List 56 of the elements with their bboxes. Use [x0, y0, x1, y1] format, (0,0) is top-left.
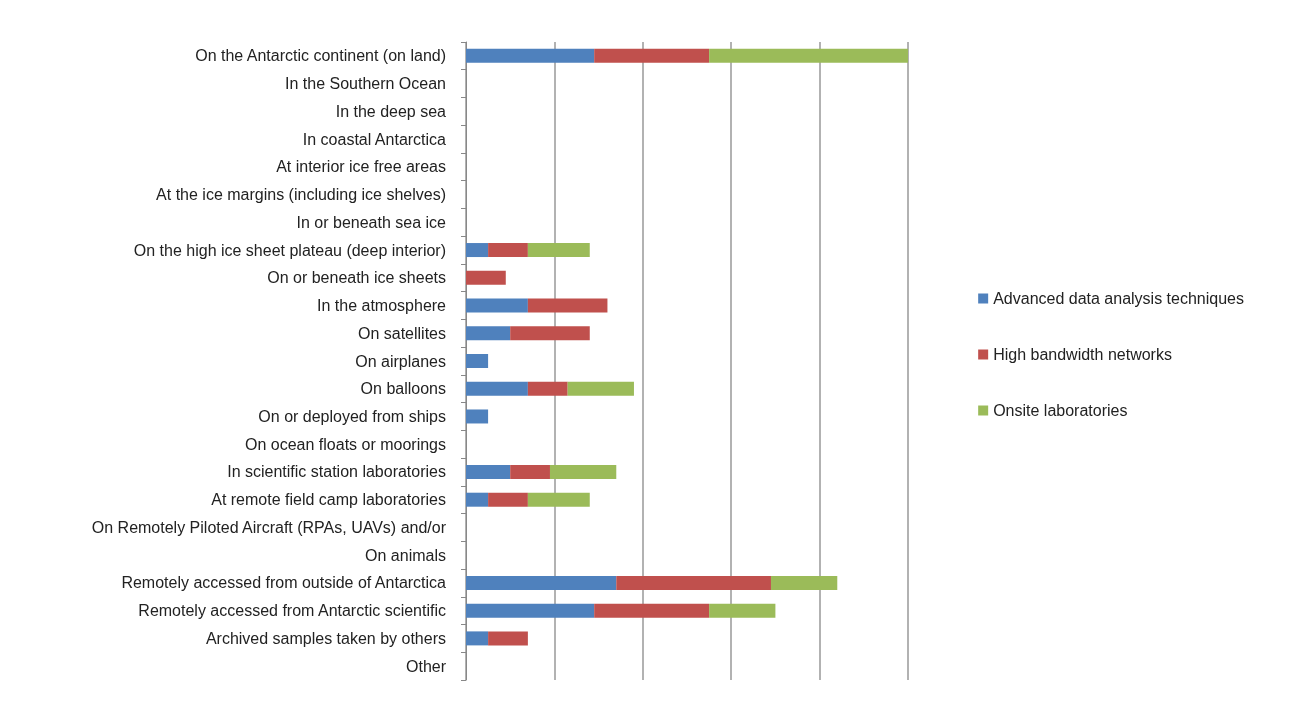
y-tick-label: On the Antarctic continent (on land)	[195, 47, 446, 65]
bar	[594, 603, 710, 618]
bar	[527, 492, 590, 507]
bar	[510, 326, 590, 341]
legend-label: Onsite laboratories	[993, 402, 1128, 419]
bar	[466, 298, 528, 313]
bar	[709, 48, 908, 63]
y-tick-label: In scientific station laboratories	[227, 463, 446, 481]
y-tick-label: In the Southern Ocean	[285, 75, 446, 93]
bar	[466, 326, 511, 341]
y-tick-label: On satellites	[357, 324, 446, 342]
y-tick-label: In coastal Antarctica	[302, 130, 447, 148]
bar	[466, 409, 489, 424]
y-tick-label: In the deep sea	[335, 102, 447, 120]
legend-label: Advanced data analysis techniques	[993, 290, 1245, 307]
y-tick-label: On animals	[365, 546, 446, 564]
y-tick-label: In the atmosphere	[317, 297, 447, 315]
y-tick-label: At remote field camp laboratories	[211, 491, 446, 509]
bar	[466, 243, 489, 258]
bar	[466, 354, 489, 368]
y-tick-label: At the ice margins (including ice shelves)	[156, 186, 446, 204]
bar	[466, 464, 511, 479]
bar	[709, 603, 776, 618]
y-tick-label: In or beneath sea ice	[296, 213, 447, 231]
bar	[466, 48, 595, 63]
bar	[466, 575, 617, 590]
bar	[567, 381, 634, 396]
y-tick-label: Archived samples taken by others	[205, 629, 446, 647]
y-tick-label: On or deployed from ships	[258, 407, 446, 425]
legend-label: High bandwidth networks	[993, 346, 1172, 363]
bar	[527, 298, 608, 313]
bar	[466, 270, 506, 285]
bar	[488, 631, 528, 646]
y-tick-label: On Remotely Piloted Aircraft (RPAs, UAVs) and/or	[91, 518, 447, 536]
y-tick-label: On airplanes	[355, 352, 446, 370]
bar	[488, 492, 528, 507]
bar	[466, 492, 489, 507]
y-tick-label: On the high ice sheet plateau (deep interior)	[133, 241, 446, 259]
bar	[466, 603, 595, 618]
bar	[466, 381, 528, 396]
bar	[527, 243, 590, 258]
bar	[770, 575, 838, 590]
y-tick-label: On or beneath ice sheets	[267, 269, 446, 287]
y-tick-label: Remotely accessed from outside of Antarctica	[121, 574, 447, 592]
y-tick-label: On ocean floats or moorings	[245, 435, 446, 453]
y-tick-label: Other	[405, 657, 447, 675]
bar	[616, 575, 771, 590]
bar	[527, 381, 568, 396]
y-tick-label: Remotely accessed from Antarctic scientific	[138, 602, 446, 620]
bar	[594, 48, 710, 63]
y-tick-label: At interior ice free areas	[276, 158, 446, 176]
bar	[510, 464, 550, 479]
bar	[549, 464, 617, 479]
bar	[488, 243, 528, 258]
bar	[466, 631, 489, 646]
y-tick-label: On balloons	[360, 380, 446, 398]
